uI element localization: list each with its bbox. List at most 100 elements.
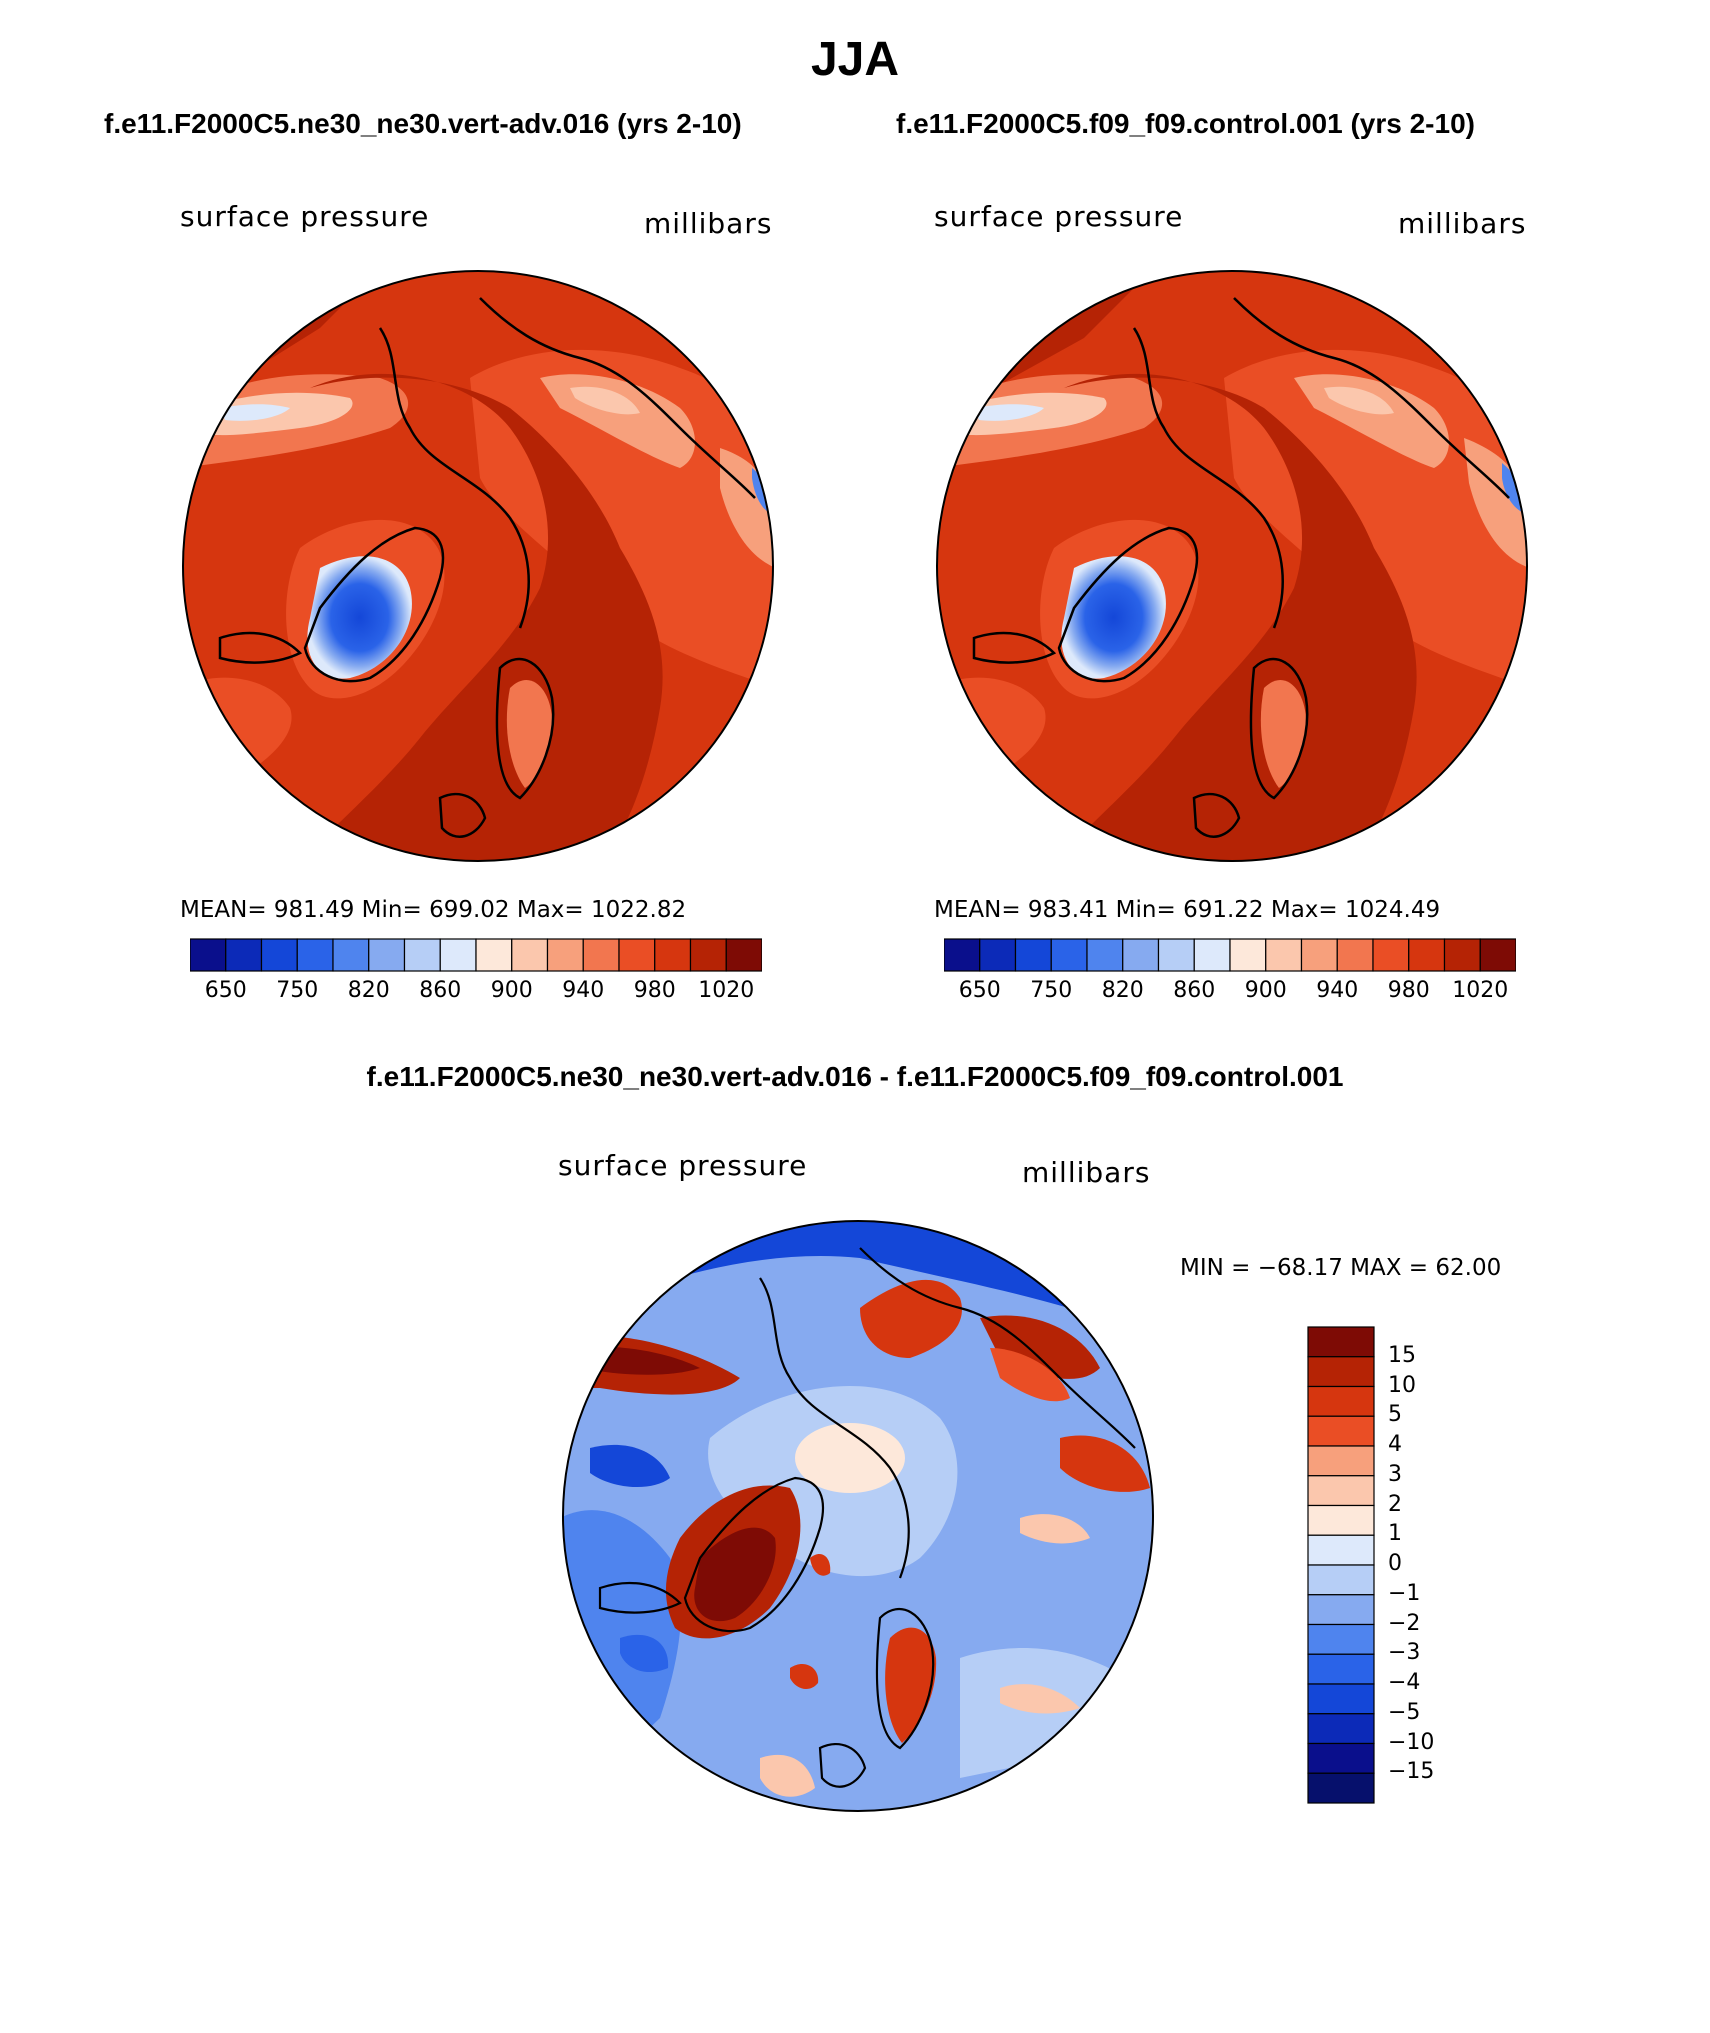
panel1-units-label: millibars [644,207,773,240]
colorbar-tick-label: 820 [1101,978,1144,1003]
colorbar-swatch [1307,1356,1375,1388]
colorbar-tick-label: 750 [1030,978,1073,1003]
colorbar-swatch [403,938,441,972]
panel3-difference-map [562,1220,1154,1812]
colorbar-swatch [1307,1475,1375,1507]
colorbar-tick-label: 940 [1316,978,1359,1003]
colorbar-swatch [618,938,656,972]
colorbar-tick-label: 0 [1388,1551,1402,1576]
colorbar-swatch [1336,938,1374,972]
panel1-stats: MEAN= 981.49 Min= 699.02 Max= 1022.82 [180,897,687,923]
colorbar-swatch [1443,938,1481,972]
colorbar-swatch [1307,1683,1375,1715]
colorbar-swatch [944,938,981,972]
panel1-polar-map [182,270,774,862]
colorbar-tick-label: 2 [1388,1491,1402,1517]
colorbar-tick-label: −3 [1388,1640,1421,1666]
colorbar-swatch [689,938,727,972]
colorbar-tick-label: 900 [490,978,533,1003]
colorbar-swatch [225,938,263,972]
colorbar-tick-label: 1 [1388,1521,1402,1547]
panel3-units-label: millibars [1022,1156,1151,1189]
colorbar-swatch [725,938,762,972]
colorbar-swatch [368,938,406,972]
colorbar-tick-label: −2 [1388,1610,1421,1636]
panel3-stats: MIN = −68.17 MAX = 62.00 [1180,1255,1502,1281]
panel2-colorbar [944,938,1516,972]
colorbar-swatch [1307,1445,1375,1477]
colorbar-swatch [582,938,620,972]
panel3-variable-label: surface pressure [558,1149,808,1182]
colorbar-swatch [1307,1504,1375,1536]
colorbar-swatch [1307,1653,1375,1685]
colorbar-tick-label: 900 [1244,978,1287,1003]
colorbar-swatch [1193,938,1231,972]
colorbar-swatch [1408,938,1446,972]
colorbar-swatch [260,938,298,972]
colorbar-swatch [511,938,549,972]
colorbar-swatch [1307,1594,1375,1626]
colorbar-swatch [190,938,227,972]
colorbar-swatch [546,938,584,972]
colorbar-tick-label: −4 [1388,1670,1421,1695]
colorbar-swatch [1307,1772,1375,1804]
colorbar-swatch [332,938,370,972]
colorbar-swatch [1307,1385,1375,1417]
colorbar-tick-label: 980 [1387,978,1430,1003]
colorbar-swatch [1307,1415,1375,1447]
colorbar-tick-label: 860 [1173,978,1216,1003]
colorbar-tick-label: 750 [276,978,319,1003]
panel2-colorbar-ticks: 650 750 820 860 900 940 980 1020 [944,978,1516,1008]
colorbar-tick-label: 15 [1388,1342,1416,1368]
colorbar-tick-label: 1020 [1452,978,1509,1003]
colorbar-swatch [296,938,334,972]
colorbar-tick-label: 10 [1388,1372,1416,1398]
colorbar-tick-label: −5 [1388,1699,1421,1725]
colorbar-tick-label: 1020 [698,978,755,1003]
panel2-variable-label: surface pressure [934,200,1184,233]
colorbar-swatch [1307,1713,1375,1745]
colorbar-tick-label: 820 [347,978,390,1003]
difference-title: f.e11.F2000C5.ne30_ne30.vert-adv.016 - f… [366,1061,1344,1092]
panel1-case-title: f.e11.F2000C5.ne30_ne30.vert-adv.016 (yr… [104,108,742,139]
panel1-colorbar [190,938,762,972]
panel2-stats: MEAN= 983.41 Min= 691.22 Max= 1024.49 [934,897,1441,923]
colorbar-tick-label: 650 [958,978,1001,1003]
colorbar-tick-label: 940 [562,978,605,1003]
colorbar-tick-label: −1 [1388,1580,1421,1606]
colorbar-swatch [439,938,477,972]
colorbar-swatch [1265,938,1303,972]
colorbar-swatch [979,938,1017,972]
colorbar-tick-label: 3 [1388,1461,1402,1487]
colorbar-tick-label: 4 [1388,1432,1402,1457]
panel2-polar-map [936,270,1528,862]
panel1-colorbar-ticks: 650 750 820 860 900 940 980 1020 [190,978,762,1008]
colorbar-tick-label: 860 [419,978,462,1003]
colorbar-swatch [1479,938,1516,972]
colorbar-swatch [1157,938,1195,972]
colorbar-swatch [1086,938,1124,972]
colorbar-swatch [1307,1742,1375,1774]
colorbar-swatch [1307,1623,1375,1655]
colorbar-swatch [1307,1564,1375,1596]
figure-title: JJA [810,33,900,86]
panel2-case-title: f.e11.F2000C5.f09_f09.control.001 (yrs 2… [896,108,1475,139]
colorbar-swatch [1050,938,1088,972]
colorbar-tick-label: 650 [204,978,247,1003]
colorbar-swatch [1307,1534,1375,1566]
panel3-colorbar [1307,1326,1375,1804]
colorbar-swatch [475,938,513,972]
panel3-colorbar-ticks: 15 10 5 4 3 2 1 0 −1 −2 −3 −4 −5 −10 −15 [1384,1325,1464,1805]
colorbar-swatch [1014,938,1052,972]
colorbar-swatch [1229,938,1267,972]
colorbar-tick-label: 980 [633,978,676,1003]
colorbar-swatch [654,938,692,972]
panel2-units-label: millibars [1398,207,1527,240]
colorbar-swatch [1372,938,1410,972]
colorbar-swatch [1122,938,1160,972]
colorbar-tick-label: 5 [1388,1402,1402,1428]
colorbar-swatch [1300,938,1338,972]
colorbar-swatch [1307,1326,1375,1358]
colorbar-tick-label: −10 [1388,1729,1435,1755]
colorbar-tick-label: −15 [1388,1759,1435,1785]
